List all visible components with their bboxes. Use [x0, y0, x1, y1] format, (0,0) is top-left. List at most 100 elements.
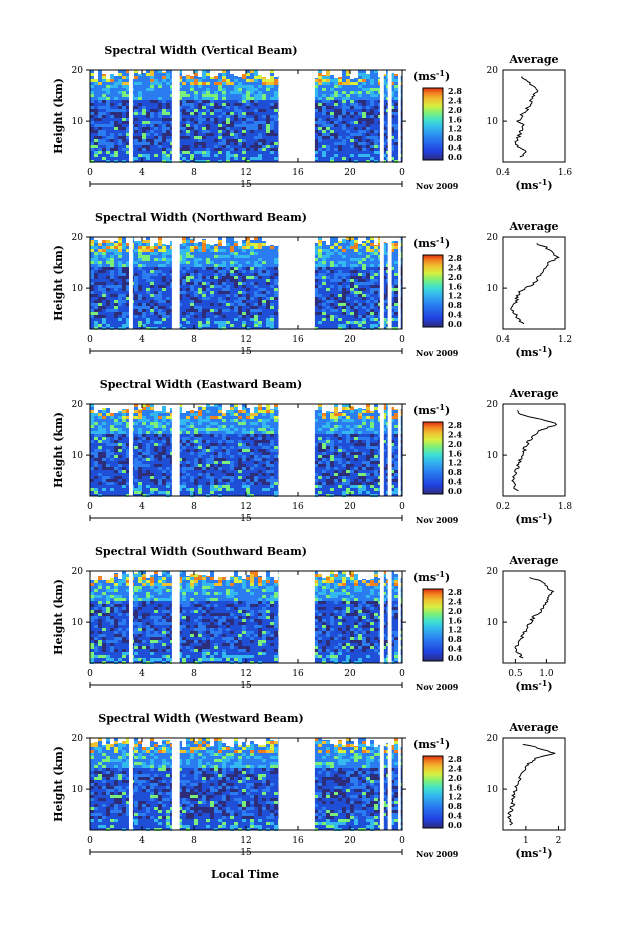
- heatmap-cell: [274, 404, 278, 407]
- average-title: Average: [508, 53, 558, 66]
- heatmap-cell: [334, 121, 338, 124]
- heatmap-cell: [234, 115, 238, 118]
- heatmap-cell: [98, 264, 102, 267]
- heatmap-cell: [226, 285, 230, 288]
- heatmap-cell: [206, 413, 210, 416]
- heatmap-cell: [178, 428, 182, 431]
- heatmap-cell: [182, 109, 186, 112]
- heatmap-cell: [382, 85, 386, 88]
- heatmap-cell: [146, 88, 150, 91]
- heatmap-cell: [222, 434, 226, 437]
- y-axis-label: Height (km): [52, 245, 65, 321]
- heatmap-cell: [226, 88, 230, 91]
- heatmap-cell: [134, 94, 138, 97]
- heatmap-cell: [178, 294, 182, 297]
- no-data-cell: [150, 237, 154, 246]
- heatmap-cell: [110, 261, 114, 264]
- heatmap-cell: [326, 419, 330, 422]
- heatmap-cell: [362, 306, 366, 309]
- heatmap-cell: [214, 479, 218, 482]
- heatmap-cell: [270, 318, 274, 321]
- heatmap-cell: [94, 428, 98, 431]
- heatmap-cell: [118, 464, 122, 467]
- heatmap-cell: [138, 264, 142, 267]
- heatmap-cell: [94, 252, 98, 255]
- no-data-cell: [390, 237, 394, 241]
- heatmap-cell: [190, 85, 194, 88]
- heatmap-cell: [150, 476, 154, 479]
- heatmap-cell: [202, 112, 206, 115]
- heatmap-cell: [134, 446, 138, 449]
- heatmap-cell: [370, 422, 374, 425]
- heatmap-cell: [158, 467, 162, 470]
- heatmap-cell: [114, 443, 118, 446]
- heatmap-cell: [342, 291, 346, 294]
- heatmap-cell: [266, 431, 270, 434]
- heatmap-cell: [98, 106, 102, 109]
- heatmap-cell: [206, 461, 210, 464]
- heatmap-cell: [138, 482, 142, 485]
- heatmap-cell: [222, 82, 226, 85]
- heatmap-cell: [362, 85, 366, 88]
- heatmap-cell: [154, 121, 158, 124]
- heatmap-cell: [210, 276, 214, 279]
- heatmap-cell: [98, 440, 102, 443]
- heatmap-cell: [182, 440, 186, 443]
- heatmap-cell: [178, 264, 182, 267]
- heatmap-cell: [142, 413, 146, 416]
- heatmap-cell: [186, 276, 190, 279]
- heatmap-cell: [142, 88, 146, 91]
- heatmap-cell: [94, 425, 98, 428]
- heatmap-cell: [382, 416, 386, 419]
- heatmap-cell: [182, 443, 186, 446]
- heatmap-cell: [330, 318, 334, 321]
- heatmap-cell: [198, 118, 202, 121]
- heatmap-cell: [126, 249, 130, 252]
- heatmap-cell: [354, 127, 358, 130]
- heatmap-cell: [358, 410, 362, 413]
- heatmap-cell: [118, 79, 122, 82]
- heatmap-cell: [370, 416, 374, 419]
- heatmap-cell: [126, 151, 130, 154]
- heatmap-cell: [122, 431, 126, 434]
- heatmap-cell: [270, 94, 274, 97]
- heatmap-cell: [250, 240, 254, 243]
- heatmap-cell: [214, 85, 218, 88]
- heatmap-cell: [178, 88, 182, 91]
- heatmap-cell: [214, 246, 218, 249]
- heatmap-cell: [150, 428, 154, 431]
- heatmap-cell: [322, 297, 326, 300]
- heatmap-cell: [186, 121, 190, 124]
- heatmap-cell: [166, 422, 170, 425]
- heatmap-cell: [106, 407, 110, 410]
- heatmap-cell: [90, 467, 94, 470]
- heatmap-cell: [334, 255, 338, 258]
- heatmap-cell: [338, 142, 342, 145]
- heatmap-cell: [202, 252, 206, 255]
- heatmap-cell: [254, 145, 258, 148]
- heatmap-cell: [118, 258, 122, 261]
- heatmap-cell: [146, 145, 150, 148]
- heatmap-cell: [198, 88, 202, 91]
- heatmap-cell: [222, 458, 226, 461]
- heatmap-cell: [238, 103, 242, 106]
- heatmap-cell: [314, 109, 318, 112]
- heatmap-cell: [110, 258, 114, 261]
- heatmap-cell: [186, 255, 190, 258]
- heatmap-cell: [262, 82, 266, 85]
- heatmap-cell: [254, 407, 258, 410]
- heatmap-cell: [254, 148, 258, 151]
- heatmap-cell: [370, 467, 374, 470]
- heatmap-cell: [214, 410, 218, 413]
- heatmap-cell: [370, 425, 374, 428]
- heatmap-cell: [326, 100, 330, 103]
- heatmap-cell: [154, 261, 158, 264]
- heatmap-cell: [114, 243, 118, 246]
- heatmap-cell: [266, 273, 270, 276]
- heatmap-cell: [354, 467, 358, 470]
- heatmap-cell: [94, 267, 98, 270]
- heatmap-cell: [242, 73, 246, 76]
- heatmap-cell: [114, 431, 118, 434]
- heatmap-cell: [114, 127, 118, 130]
- heatmap-cell: [218, 413, 222, 416]
